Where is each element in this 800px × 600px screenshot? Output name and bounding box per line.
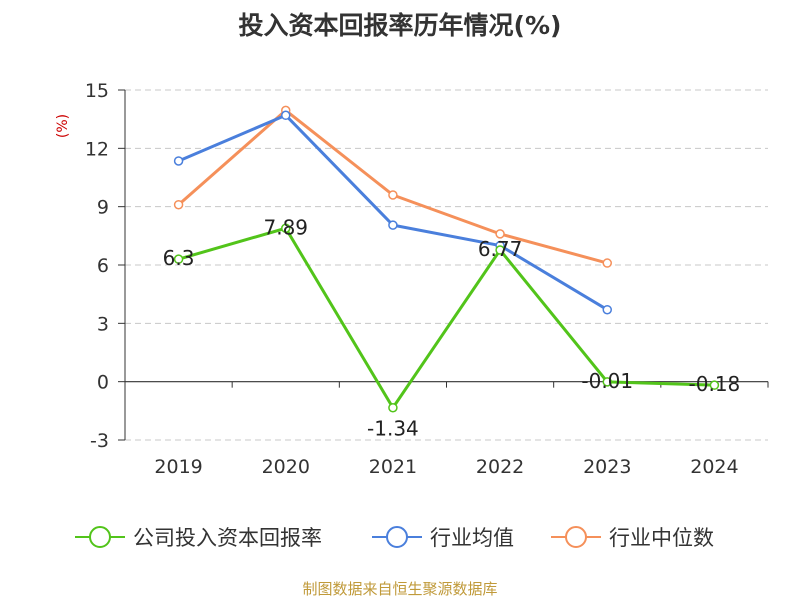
y-tick-label: 6: [97, 255, 109, 277]
data-label: -1.34: [367, 417, 419, 441]
x-tick-label: 2019: [154, 456, 202, 478]
x-tick-label: 2023: [583, 456, 631, 478]
y-tick-label: 15: [85, 80, 109, 102]
data-point: [173, 199, 184, 210]
legend-marker: [565, 526, 587, 548]
data-point: [388, 220, 398, 230]
series-lines: [173, 105, 720, 413]
data-label: -0.01: [581, 369, 633, 393]
data-label: 6.77: [478, 237, 523, 261]
y-axis-label: (%): [55, 114, 71, 138]
data-labels: 6.3 7.89 -1.34 6.77 -0.01 -0.18: [163, 215, 741, 440]
data-point: [173, 156, 184, 166]
series-line: [177, 113, 609, 312]
x-tick-label: 2024: [690, 456, 738, 478]
data-point: [388, 402, 398, 413]
data-point: [495, 245, 505, 255]
x-tick-label: 2021: [369, 456, 417, 478]
data-point: [173, 254, 184, 264]
data-label: 7.89: [263, 215, 308, 239]
data-point: [495, 229, 505, 239]
data-point: [281, 110, 291, 121]
y-tick-label: 3: [97, 313, 109, 335]
legend-label: 行业均值: [430, 526, 514, 550]
y-axis: 15 12 9 6 3 0 -3: [85, 80, 126, 452]
y-tick-label: 12: [85, 138, 109, 160]
grid-lines: [125, 89, 768, 441]
data-point: [602, 258, 612, 268]
legend-marker: [386, 526, 408, 548]
y-tick-label: -3: [90, 430, 109, 452]
data-point: [388, 190, 398, 200]
legend-marker: [89, 526, 111, 548]
data-point: [709, 380, 720, 390]
data-point: [602, 377, 612, 387]
series-line: [178, 226, 715, 410]
legend-label: 行业中位数: [609, 526, 714, 550]
legend: 公司投入资本回报率 行业均值 行业中位数: [75, 526, 714, 550]
x-tick-label: 2022: [476, 456, 524, 478]
data-point: [602, 304, 612, 315]
data-label: -0.18: [689, 372, 741, 396]
x-tick-label: 2020: [262, 456, 310, 478]
y-tick-label: 9: [97, 197, 109, 219]
data-label: 6.3: [163, 246, 195, 270]
x-axis: 2019 2020 2021 2022 2023 2024: [124, 381, 769, 478]
source-note: 制图数据来自恒生聚源数据库: [302, 580, 498, 598]
chart-title: 投入资本回报率历年情况(%): [238, 11, 562, 40]
data-point: [281, 223, 291, 233]
legend-label: 公司投入资本回报率: [133, 526, 322, 550]
y-tick-label: 0: [97, 372, 109, 394]
